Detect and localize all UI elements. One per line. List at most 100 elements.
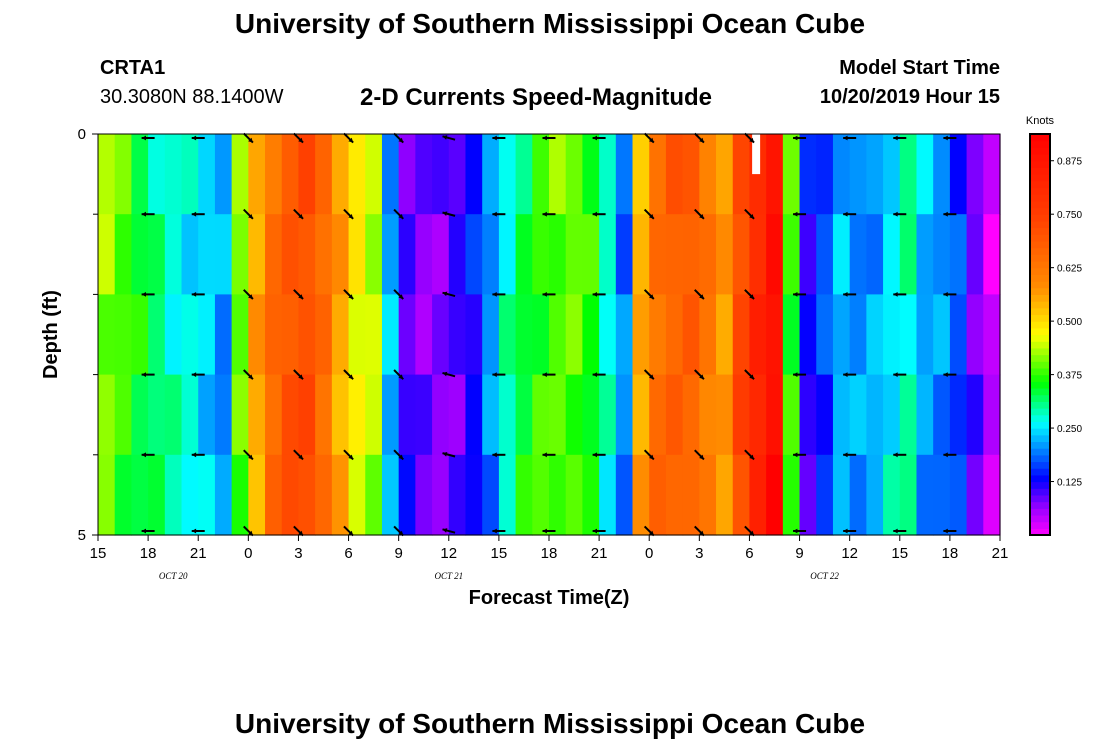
colorbar-segment: [1030, 254, 1050, 262]
current-arrow: [744, 449, 755, 461]
x-tick-label: 21: [190, 545, 207, 562]
heatmap-cell: [131, 214, 149, 295]
x-tick-label: 21: [591, 545, 608, 562]
heatmap-cell: [265, 454, 283, 536]
current-arrow-head: [592, 452, 597, 458]
heatmap-cell: [114, 454, 132, 536]
colorbar-segment: [1030, 508, 1050, 516]
current-arrow: [793, 135, 807, 141]
heatmap-cell: [615, 454, 634, 536]
heatmap-cell: [782, 214, 801, 295]
current-arrow: [592, 372, 606, 377]
current-arrow: [592, 528, 606, 534]
colorbar-segment: [1030, 521, 1050, 529]
colorbar-segment: [1030, 381, 1050, 389]
current-arrow-head: [442, 451, 448, 457]
x-tick-label: 0: [645, 545, 653, 562]
heatmap-cell: [482, 294, 500, 376]
heatmap-cell: [365, 454, 383, 536]
heatmap-cell: [899, 454, 918, 536]
heatmap-cell: [331, 214, 350, 295]
colorbar-segment: [1030, 267, 1050, 275]
heatmap-cell: [749, 374, 767, 456]
current-arrow-head: [141, 211, 146, 217]
current-arrow-head: [649, 454, 654, 460]
colorbar-segment: [1030, 401, 1050, 409]
current-arrow-head: [542, 292, 547, 297]
colorbar-segment: [1030, 387, 1050, 396]
colorbar-segment: [1030, 334, 1050, 342]
current-arrow: [694, 369, 705, 380]
heatmap-cell: [482, 454, 500, 536]
heatmap-cell: [398, 214, 416, 295]
current-arrow: [643, 289, 655, 300]
current-arrow: [141, 372, 155, 377]
colorbar-segment: [1030, 287, 1050, 295]
station-id: CRTA1: [100, 57, 166, 79]
colorbar-segment: [1030, 227, 1050, 235]
heatmap-cell: [265, 374, 283, 456]
current-arrow: [293, 369, 304, 380]
heatmap-cell: [632, 214, 650, 295]
current-arrow: [141, 452, 155, 458]
heatmap-cell: [766, 294, 784, 376]
colorbar-segment: [1030, 174, 1050, 182]
heatmap-cell: [365, 134, 383, 215]
current-arrow-head: [749, 530, 755, 536]
heatmap-cell: [532, 214, 550, 295]
heatmap-cell: [615, 294, 634, 376]
heatmap-cell: [549, 134, 567, 215]
heatmap-cell: [398, 294, 416, 376]
heatmap-cell: [214, 454, 233, 536]
current-arrow: [744, 132, 755, 144]
current-arrow-head: [699, 454, 704, 460]
current-arrow: [442, 451, 456, 458]
heatmap-cell: [899, 374, 918, 456]
colorbar-segment: [1030, 474, 1050, 483]
heatmap-cell: [632, 374, 650, 456]
heatmap-cell: [749, 454, 767, 536]
heatmap-cell: [883, 374, 901, 456]
heatmap-cell: [381, 374, 400, 456]
x-tick-label: 15: [891, 545, 908, 562]
heatmap-cell: [415, 294, 433, 376]
current-arrow-head: [943, 528, 948, 534]
heatmap-cell: [281, 134, 300, 215]
heatmap-cell: [381, 134, 400, 215]
current-arrow: [542, 528, 556, 534]
colorbar-segment: [1030, 347, 1050, 356]
current-arrow: [343, 525, 354, 537]
current-arrow-head: [248, 137, 253, 143]
current-arrow-head: [542, 135, 547, 141]
current-arrow-head: [843, 372, 848, 377]
heatmap-cell: [198, 374, 216, 456]
colorbar-segment: [1030, 260, 1050, 269]
heatmap-cell: [832, 214, 851, 295]
heatmap-cell: [732, 374, 751, 456]
colorbar-segment: [1030, 187, 1050, 195]
colorbar-tick-label: 0.375: [1057, 371, 1082, 382]
heatmap-cell: [331, 134, 350, 215]
heatmap-cell: [549, 454, 567, 536]
colorbar-segment: [1030, 294, 1050, 302]
current-arrow-head: [943, 292, 948, 297]
current-arrow: [592, 452, 606, 458]
colorbar-tick-label: 0.875: [1057, 157, 1082, 168]
current-arrow: [843, 528, 857, 534]
heatmap-cell: [816, 454, 834, 536]
current-arrow-head: [749, 454, 755, 460]
current-arrow: [943, 528, 957, 534]
current-arrow-head: [592, 135, 597, 141]
heatmap-cell: [248, 374, 266, 456]
heatmap-cell: [816, 294, 834, 376]
current-arrow: [843, 372, 857, 377]
heatmap-cell: [632, 454, 650, 536]
current-arrow-head: [893, 528, 898, 534]
current-arrow: [943, 452, 957, 458]
heatmap-cell: [615, 134, 634, 215]
current-arrow-head: [442, 135, 448, 140]
heatmap-cell: [949, 374, 968, 456]
heatmap-cell: [432, 454, 450, 536]
heatmap-cell: [799, 134, 817, 215]
current-arrow-head: [893, 372, 898, 377]
